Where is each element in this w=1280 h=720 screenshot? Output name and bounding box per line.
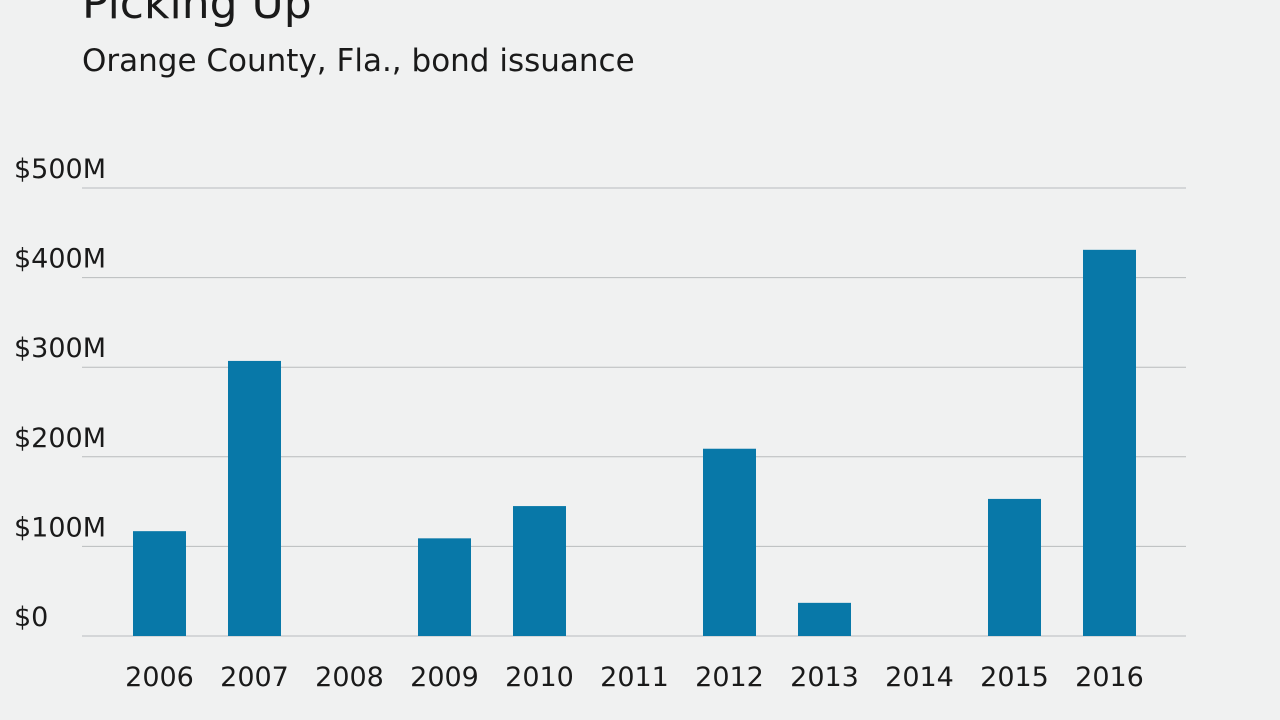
x-tick-label-2006: 2006: [125, 662, 194, 693]
bar-2013: [798, 602, 851, 636]
y-tick-label-4: $400M: [14, 244, 106, 275]
y-tick-label-2: $200M: [14, 423, 106, 454]
y-tick-label-1: $100M: [14, 512, 106, 543]
y-tick-label-3: $300M: [14, 333, 106, 364]
bar-2015: [988, 498, 1041, 636]
x-tick-label-2015: 2015: [980, 662, 1049, 693]
chart-subtitle: Orange County, Fla., bond issuance: [82, 43, 635, 79]
bar-2016: [1083, 249, 1136, 636]
x-tick-label-2007: 2007: [220, 662, 289, 693]
x-tick-label-2016: 2016: [1075, 662, 1144, 693]
chart-title: Picking Up: [82, 0, 312, 29]
bar-2010: [513, 506, 566, 636]
bar-2009: [418, 538, 471, 636]
y-tick-label-0: $0: [14, 602, 48, 633]
x-tick-label-2010: 2010: [505, 662, 574, 693]
bar-2012: [703, 448, 756, 636]
x-tick-label-2008: 2008: [315, 662, 384, 693]
x-tick-label-2013: 2013: [790, 662, 859, 693]
y-tick-label-5: $500M: [14, 154, 106, 185]
x-tick-label-2009: 2009: [410, 662, 479, 693]
bar-2007: [228, 360, 281, 636]
bar-2006: [133, 531, 186, 636]
x-tick-label-2012: 2012: [695, 662, 764, 693]
x-tick-label-2014: 2014: [885, 662, 954, 693]
x-tick-label-2011: 2011: [600, 662, 669, 693]
